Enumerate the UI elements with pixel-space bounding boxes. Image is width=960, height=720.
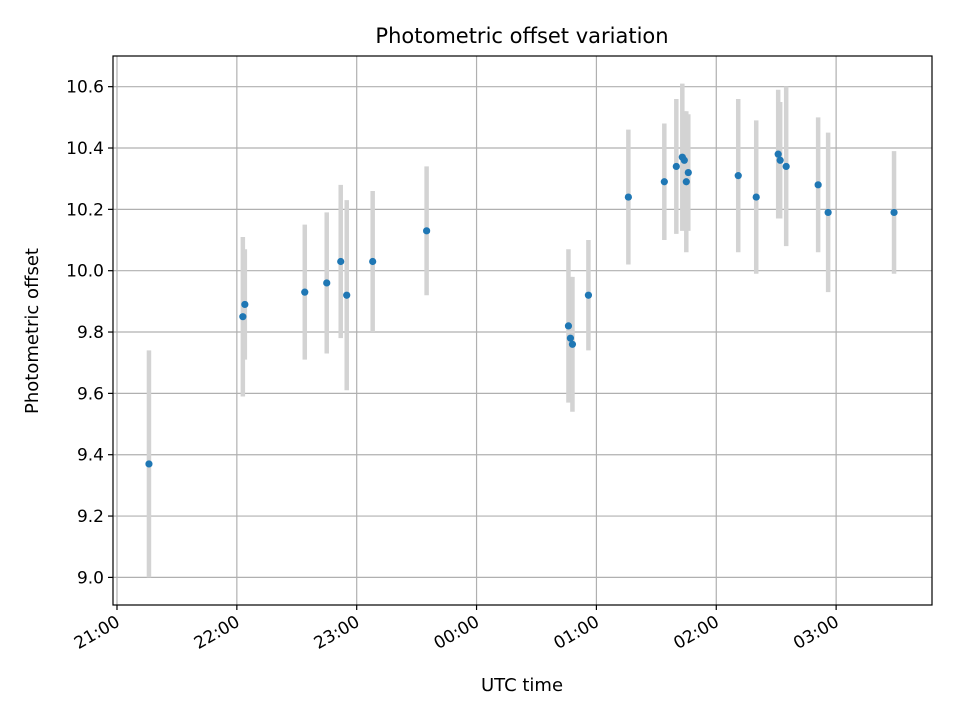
- data-point: [323, 279, 331, 287]
- data-point: [369, 257, 377, 266]
- data-point: [824, 208, 832, 217]
- y-axis-ticks: 9.0 9.2 9.4 9.6 9.8 10.0 10.2 10.4 10.6: [66, 78, 113, 588]
- data-point: [660, 178, 668, 186]
- data-point: [564, 322, 573, 330]
- chart-title: Photometric offset variation: [375, 24, 668, 48]
- y-tick-label: 9.8: [77, 323, 104, 343]
- data-point: [734, 172, 742, 180]
- data-point: [584, 291, 593, 299]
- data-point: [301, 288, 309, 296]
- data-point: [241, 300, 249, 309]
- y-tick-label: 9.0: [77, 568, 104, 588]
- data-point: [672, 162, 680, 171]
- y-tick-label: 10.2: [66, 200, 104, 220]
- data-point: [752, 193, 760, 201]
- y-tick-label: 10.0: [66, 262, 104, 282]
- data-point: [337, 257, 345, 266]
- data-point: [776, 156, 784, 164]
- y-tick-label: 9.2: [77, 507, 104, 527]
- y-axis-title: Photometric offset: [22, 248, 43, 414]
- data-point: [566, 334, 575, 342]
- data-point: [684, 168, 692, 177]
- y-tick-label: 10.4: [66, 139, 104, 159]
- y-tick-label: 9.6: [77, 384, 104, 404]
- data-point: [890, 208, 898, 217]
- x-axis-title: UTC time: [481, 675, 563, 696]
- data-point: [682, 178, 690, 186]
- data-point: [774, 150, 782, 158]
- data-point: [239, 313, 247, 321]
- data-point: [624, 193, 632, 201]
- plot-frame: [112, 55, 933, 606]
- data-point: [145, 460, 153, 468]
- data-point: [814, 181, 822, 189]
- data-point: [343, 291, 351, 299]
- point-layer: [145, 150, 898, 468]
- data-point: [423, 227, 431, 235]
- data-point: [782, 162, 790, 171]
- y-tick-label: 10.6: [66, 78, 104, 98]
- data-point: [680, 156, 688, 164]
- y-tick-label: 9.4: [77, 446, 104, 466]
- grid-layer: [113, 56, 932, 605]
- data-point: [568, 340, 577, 348]
